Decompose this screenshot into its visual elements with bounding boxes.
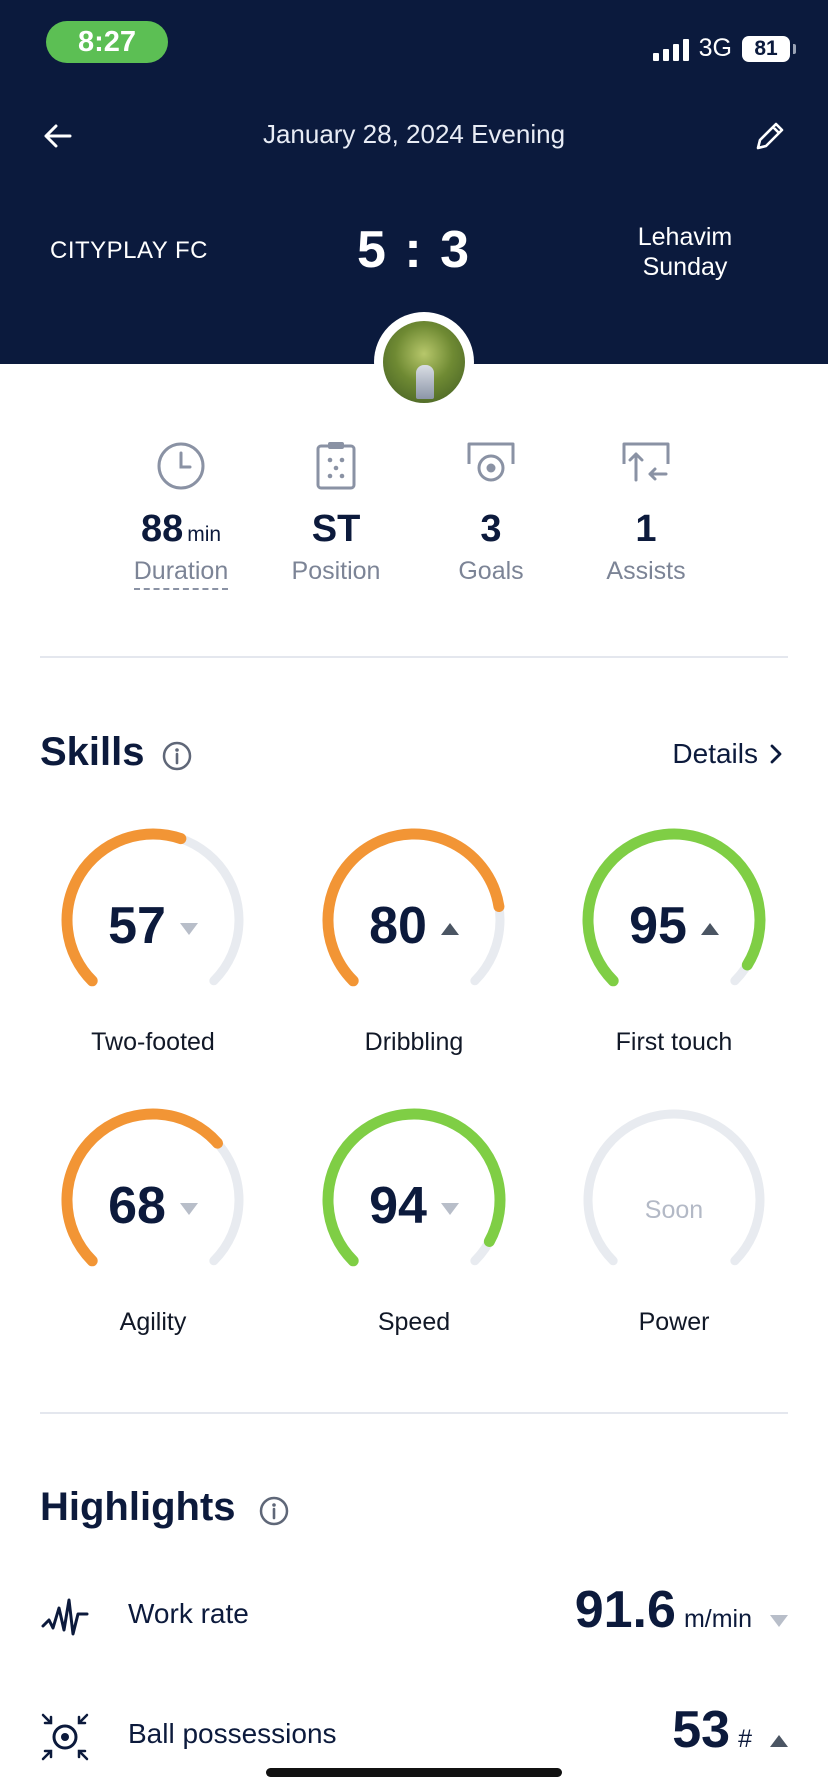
trend-down-icon — [770, 1615, 788, 1627]
assist-icon — [622, 442, 670, 482]
skill-gauge-first-touch[interactable]: 95 First touch — [564, 820, 784, 1060]
info-icon[interactable] — [258, 1495, 290, 1527]
highlight-unit: m/min — [683, 1605, 752, 1633]
skill-gauge-speed[interactable]: 94 Speed — [304, 1100, 524, 1340]
gauge-fill — [322, 828, 505, 987]
stat-value: 1 — [635, 508, 657, 550]
avatar[interactable] — [374, 312, 474, 412]
status-time: 8:27 — [46, 21, 168, 63]
home-team: CITYPLAY FC — [50, 237, 208, 264]
home-indicator[interactable] — [266, 1768, 562, 1777]
edit-pencil-icon[interactable] — [752, 118, 788, 154]
stat-label: Goals — [458, 557, 524, 585]
status-indicators: 3G 81 — [652, 34, 796, 63]
skill-value: 95 — [629, 897, 687, 955]
divider — [40, 656, 788, 658]
away-team-day: Sunday — [642, 253, 728, 281]
trend-up-icon — [770, 1735, 788, 1747]
network-type: 3G — [698, 34, 732, 62]
stat-position: ST Position — [261, 438, 411, 586]
highlights-title: Highlights — [40, 1485, 236, 1529]
away-team: Lehavim Sunday — [610, 222, 760, 282]
gauge-track — [583, 1109, 765, 1266]
highlight-value: 53 — [672, 1701, 731, 1759]
skill-label: Speed — [377, 1308, 451, 1336]
divider — [40, 1412, 788, 1414]
trend-down-icon — [179, 1203, 198, 1216]
stat-value: 88 — [140, 508, 184, 550]
skill-label: Agility — [119, 1308, 187, 1336]
skill-value: 68 — [108, 1177, 166, 1235]
skills-title: Skills — [40, 730, 145, 774]
skill-gauge-power: Soon Power — [564, 1100, 784, 1340]
avatar-photo — [383, 321, 465, 403]
match-stats: 88 min Duration ST Position 3 Goals 1 Ass… — [0, 438, 828, 598]
trend-down-icon — [179, 923, 198, 936]
stat-value: ST — [311, 508, 361, 550]
details-label: Details — [672, 738, 758, 769]
back-arrow-icon[interactable] — [40, 118, 76, 154]
gauge-ring — [61, 828, 244, 987]
highlight-ball-possessions[interactable]: Ball possessions 53 # — [40, 1696, 788, 1776]
stat-assists: 1 Assists — [571, 438, 721, 586]
stat-value: 3 — [480, 508, 502, 550]
gauge-ring — [322, 828, 505, 987]
ball-possession-icon — [41, 1713, 89, 1761]
work-rate-icon — [41, 1598, 89, 1636]
highlight-work-rate[interactable]: Work rate 91.6 m/min — [40, 1576, 788, 1656]
skill-label: Power — [638, 1308, 710, 1336]
away-team-name: Lehavim — [637, 223, 733, 251]
page-title: January 28, 2024 Evening — [262, 119, 566, 149]
skill-value-soon: Soon — [644, 1196, 704, 1224]
trend-up-icon — [700, 923, 719, 936]
goal-icon — [467, 442, 515, 482]
chevron-right-icon — [770, 744, 782, 764]
highlight-label: Ball possessions — [128, 1718, 337, 1749]
gauge-fill — [322, 1108, 506, 1267]
match-header: 8:27 3G 81 January 28, 2024 Evening CITY… — [0, 0, 828, 364]
skill-gauge-dribbling[interactable]: 80 Dribbling — [304, 820, 524, 1060]
clock-icon — [157, 442, 205, 490]
skill-gauge-agility[interactable]: 68 Agility — [43, 1100, 263, 1340]
info-icon[interactable] — [161, 740, 193, 772]
stat-label: Assists — [606, 557, 686, 585]
stat-unit: min — [187, 523, 222, 546]
match-score: 5 : 3 — [356, 221, 472, 279]
highlight-value: 91.6 — [574, 1581, 676, 1639]
gauge-ring — [583, 1109, 765, 1266]
skill-label: First touch — [615, 1028, 733, 1056]
skill-label: Two-footed — [91, 1028, 215, 1056]
skills-details-link[interactable]: Details — [672, 738, 784, 770]
stat-label: Position — [291, 557, 381, 585]
stat-goals: 3 Goals — [416, 438, 566, 586]
trend-up-icon — [440, 923, 459, 936]
skill-value: 57 — [108, 897, 166, 955]
gauge-fill — [582, 828, 766, 987]
highlight-unit: # — [738, 1725, 752, 1753]
clipboard-icon — [316, 442, 356, 490]
highlight-label: Work rate — [128, 1598, 249, 1629]
trend-down-icon — [440, 1203, 459, 1216]
gauge-ring — [582, 828, 766, 987]
gauge-ring — [322, 1108, 506, 1267]
skill-value: 80 — [369, 897, 427, 955]
gauge-fill — [61, 1108, 224, 1267]
gauge-ring — [61, 1108, 244, 1267]
skill-gauge-two-footed[interactable]: 57 Two-footed — [43, 820, 263, 1060]
skill-value: 94 — [369, 1177, 427, 1235]
battery-icon: 81 — [742, 35, 796, 62]
stat-label: Duration — [133, 557, 229, 590]
signal-icon — [652, 37, 689, 61]
stat-duration[interactable]: 88 min Duration — [106, 438, 256, 590]
skill-label: Dribbling — [364, 1028, 464, 1056]
gauge-fill — [61, 828, 187, 987]
